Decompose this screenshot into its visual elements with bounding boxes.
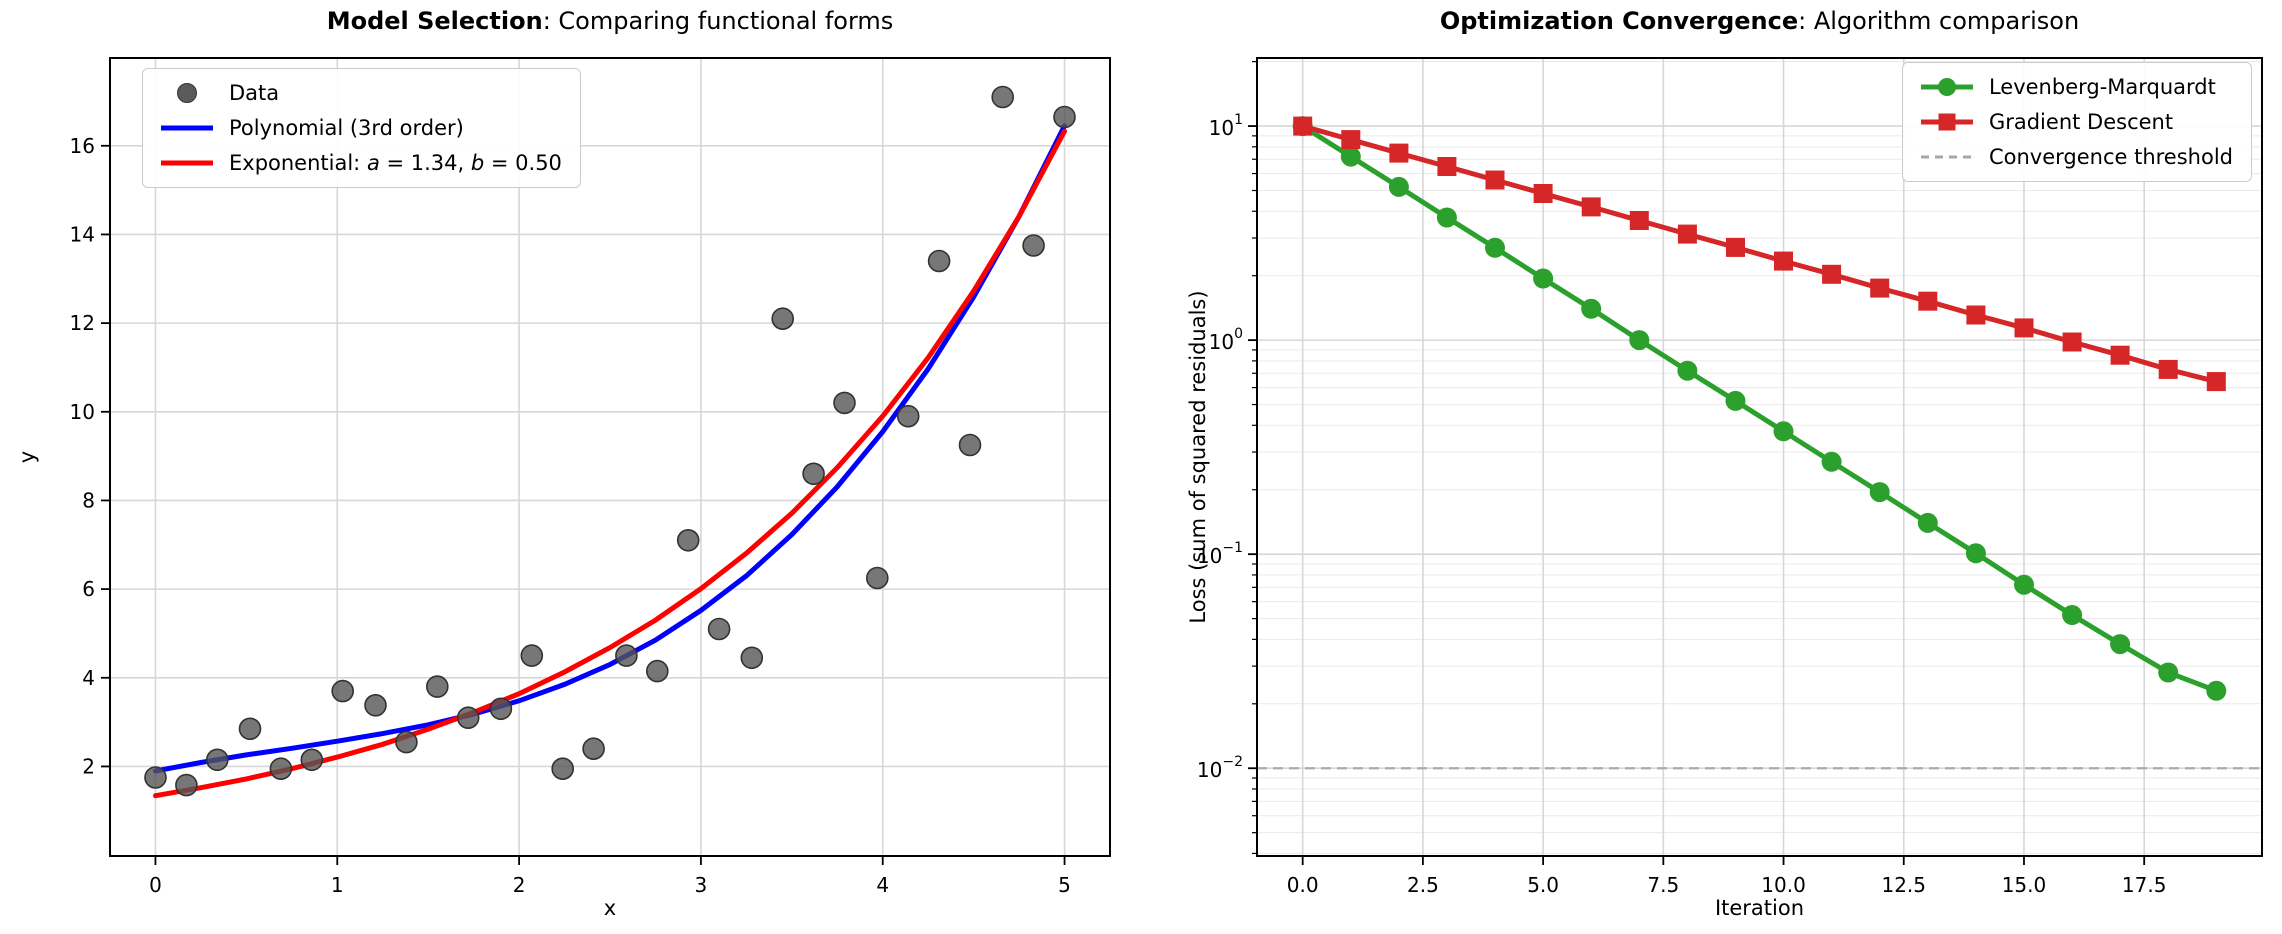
x-tick-label: 5.0 (1527, 873, 1559, 897)
scatter-points (144, 85, 1076, 797)
model-selection-panel: Model Selection: Comparing functional fo… (15, 7, 1111, 920)
x-tick-label: 3 (695, 873, 708, 897)
tick-labels: 0.0 2.5 5.0 7.5 10.0 12.5 15.0 17.5 101 100 10−1 10… (1197, 112, 2167, 897)
y-tick-label: 10−2 (1197, 754, 1243, 782)
y-tick-label: 12 (70, 311, 95, 335)
data-marker-icon (161, 82, 213, 104)
legend-label-exponential: Exponential: a = 1.34, b = 0.50 (229, 151, 562, 175)
x-tick-label: 10.0 (1761, 873, 1806, 897)
right-chart-title: Optimization Convergence: Algorithm comp… (1257, 7, 2262, 35)
left-chart-title-bold: Model Selection (326, 7, 543, 35)
x-tick-label: 2.5 (1407, 873, 1439, 897)
x-tick-label: 17.5 (2122, 873, 2167, 897)
y-tick-label: 101 (1209, 112, 1243, 140)
right-plot-svg: 0.0 2.5 5.0 7.5 10.0 12.5 15.0 17.5 101 100 10−1 10… (1197, 57, 2263, 897)
legend-label-data: Data (229, 81, 280, 105)
right-chart-title-bold: Optimization Convergence (1439, 7, 1799, 35)
legend-label-threshold: Convergence threshold (1988, 145, 2233, 169)
axes-spines (1256, 57, 2263, 857)
legend-label-polynomial: Polynomial (3rd order) (229, 116, 464, 140)
left-chart-title: Model Selection: Comparing functional fo… (110, 7, 1110, 35)
x-tick-label: 15.0 (2002, 873, 2047, 897)
left-legend: Data Polynomial (3rd order) Exponential:… (142, 68, 581, 188)
grid-lines (110, 58, 1110, 856)
exponential-line-icon (161, 152, 213, 174)
y-tick-label: 10−1 (1197, 540, 1243, 568)
y-tick-label: 16 (70, 134, 95, 158)
legend-item-exponential: Exponential: a = 1.34, b = 0.50 (161, 151, 562, 175)
gradient-descent-line-icon (1920, 111, 1973, 133)
left-x-axis-label: x (603, 896, 617, 920)
y-tick-label: 100 (1209, 326, 1243, 354)
right-chart-title-rest: : Algorithm comparison (1798, 7, 2080, 35)
legend-label-gradient-descent: Gradient Descent (1988, 110, 2174, 134)
axes-spines (109, 57, 1111, 857)
tick-marks (101, 144, 1066, 865)
legend-item-threshold: Convergence threshold (1920, 145, 2233, 169)
optimization-convergence-panel: Optimization Convergence: Algorithm comp… (1141, 0, 2282, 934)
legend-item-levenberg-marquardt: Levenberg-Marquardt (1920, 75, 2233, 99)
x-tick-label: 0 (149, 873, 162, 897)
x-tick-label: 7.5 (1647, 873, 1679, 897)
x-tick-label: 12.5 (1881, 873, 1926, 897)
x-tick-label: 5 (1058, 873, 1071, 897)
x-tick-label: 1 (331, 873, 344, 897)
y-tick-label: 8 (82, 488, 95, 512)
y-tick-label: 10 (70, 400, 95, 424)
y-tick-label: 6 (82, 577, 95, 601)
legend-label-levenberg-marquardt: Levenberg-Marquardt (1988, 75, 2216, 99)
tick-marks (1248, 61, 2146, 865)
y-tick-label: 14 (70, 222, 95, 246)
y-tick-label: 2 (82, 754, 95, 778)
levenberg-marquardt-series (1292, 116, 2227, 701)
left-chart-title-rest: : Comparing functional forms (542, 7, 894, 35)
polynomial-line-icon (161, 117, 213, 139)
left-y-axis-label: y (15, 450, 39, 464)
legend-item-gradient-descent: Gradient Descent (1920, 110, 2233, 134)
gradient-descent-series (1293, 116, 2226, 392)
right-legend: Levenberg-Marquardt Gradient Descent Con… (1901, 62, 2252, 182)
legend-item-data: Data (161, 81, 562, 105)
x-tick-label: 4 (876, 873, 889, 897)
y-tick-label: 4 (82, 666, 95, 690)
x-tick-label: 0.0 (1287, 873, 1319, 897)
threshold-dashed-line-icon (1920, 146, 1973, 168)
levenberg-marquardt-line-icon (1920, 76, 1973, 98)
minor-grid-lines (1257, 61, 2262, 854)
polynomial-curve (153, 123, 1067, 774)
right-y-axis-label: Loss (sum of squared residuals) (1186, 290, 1210, 624)
legend-item-polynomial: Polynomial (3rd order) (161, 116, 562, 140)
exponential-curve (153, 128, 1067, 799)
right-x-axis-label: Iteration (1714, 896, 1805, 920)
x-tick-label: 2 (513, 873, 526, 897)
